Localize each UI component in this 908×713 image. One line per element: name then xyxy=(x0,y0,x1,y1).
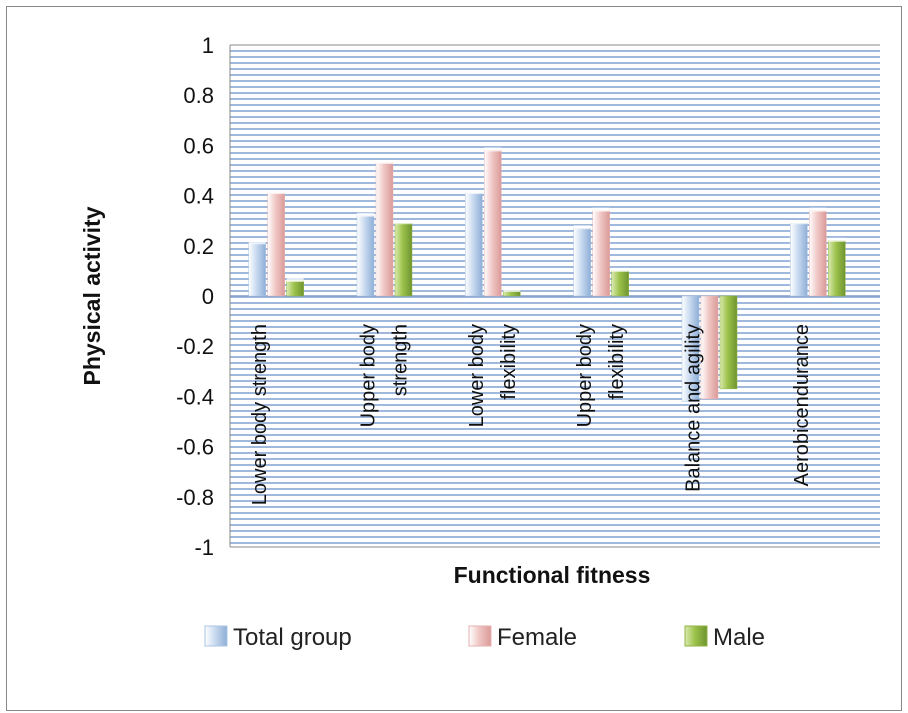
bar-cap xyxy=(357,212,374,217)
bar-cap xyxy=(503,287,521,292)
bar-cap xyxy=(611,267,629,272)
y-tick-label: -0.6 xyxy=(176,435,214,460)
bar-total-group xyxy=(356,215,375,297)
category-label-line: flexibility xyxy=(606,324,628,400)
category-label: Upper body flexibility xyxy=(574,324,628,427)
bar-female xyxy=(375,162,394,297)
bar-male xyxy=(828,240,846,297)
bar-cap xyxy=(376,159,393,164)
bar-cap xyxy=(790,220,808,225)
category-label: Aerobicendurance xyxy=(791,324,813,486)
y-tick-labels: 1 0.8 0.6 0.4 0.2 0 -0.2 -0.4 -0.6 -0.8 -1 xyxy=(176,33,214,560)
bar-cap xyxy=(465,190,483,195)
bar-cap xyxy=(267,190,285,195)
bar-cap xyxy=(809,207,827,212)
bar-male xyxy=(286,280,304,297)
category-labels: Lower body strength Upper body strength Low… xyxy=(249,324,813,505)
bar-female xyxy=(267,192,285,297)
category-label-line: Balance and agility xyxy=(683,324,705,492)
legend-swatch xyxy=(684,625,708,647)
bars xyxy=(248,147,846,402)
y-tick-label: 0.2 xyxy=(183,234,214,259)
category-label-line: Lower body strength xyxy=(249,324,271,505)
y-tick-label: 0 xyxy=(202,284,214,309)
bar-cap xyxy=(484,147,502,152)
bar-cap xyxy=(286,277,304,282)
bar-total-group xyxy=(790,222,808,297)
y-axis-title: Physical activity xyxy=(79,206,105,385)
category-label: Upper body strength xyxy=(358,324,412,427)
category-label-line: Upper body xyxy=(358,324,380,427)
legend-label: Female xyxy=(497,624,577,651)
category-label-line: Upper body xyxy=(574,324,596,427)
y-tick-label: -0.2 xyxy=(176,334,214,359)
y-tick-label: 0.4 xyxy=(183,184,214,209)
legend-swatch xyxy=(204,625,228,647)
bar-total-group xyxy=(248,243,266,297)
y-tick-label: -0.4 xyxy=(176,384,214,409)
bar-male xyxy=(719,295,738,390)
bar-female xyxy=(484,150,502,297)
bar-cap xyxy=(828,237,846,242)
legend-swatch xyxy=(468,625,492,647)
gridlines xyxy=(230,50,880,544)
bar-female xyxy=(809,210,827,297)
bar-cap xyxy=(395,220,412,225)
category-label-line: Lower body xyxy=(466,324,488,427)
bar-cap xyxy=(573,225,591,230)
bar-total-group xyxy=(573,227,591,297)
category-label: Lower body strength xyxy=(249,324,271,505)
legend: Total group Female Male xyxy=(204,624,765,651)
bar-cap xyxy=(592,207,610,212)
category-label: Lower body flexibility xyxy=(466,324,520,427)
y-tick-label: 0.8 xyxy=(183,83,214,108)
bar-male xyxy=(611,270,629,297)
legend-label: Total group xyxy=(233,624,352,651)
bar-total-group xyxy=(465,192,483,297)
y-tick-label: 1 xyxy=(202,33,214,58)
y-tick-label: -0.8 xyxy=(176,485,214,510)
category-label-line: Aerobicendurance xyxy=(791,324,813,486)
bar-cap xyxy=(248,240,266,245)
legend-label: Male xyxy=(713,624,765,651)
bar-female xyxy=(592,210,610,297)
y-tick-label: 0.6 xyxy=(183,133,214,158)
bar-male xyxy=(394,222,413,297)
category-label-line: strength xyxy=(390,324,412,396)
bar-female xyxy=(700,295,719,400)
y-tick-label: -1 xyxy=(194,535,214,560)
category-label: Balance and agility xyxy=(683,324,705,492)
bar-total-group xyxy=(681,295,700,402)
x-axis-title: Functional fitness xyxy=(454,562,651,588)
category-label-line: flexibility xyxy=(498,324,520,400)
